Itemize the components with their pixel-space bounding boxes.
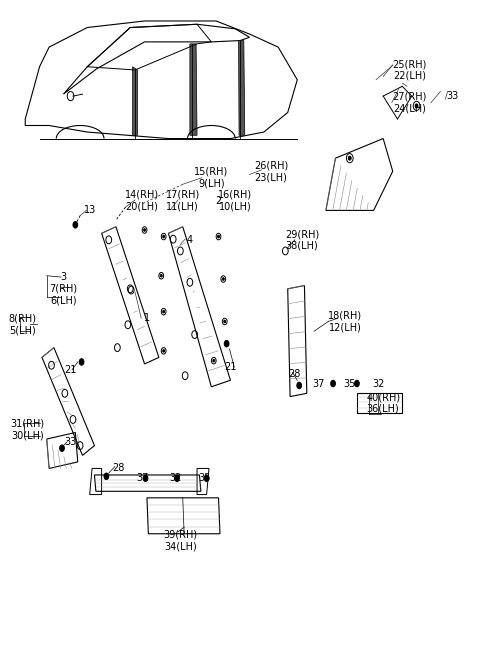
- Text: 33: 33: [446, 91, 458, 101]
- Text: 28: 28: [288, 369, 301, 379]
- Text: 32: 32: [372, 379, 384, 388]
- Circle shape: [144, 229, 145, 232]
- Circle shape: [297, 382, 301, 389]
- Text: 28: 28: [112, 463, 124, 474]
- Text: 39(RH)
34(LH): 39(RH) 34(LH): [163, 529, 197, 551]
- Circle shape: [60, 445, 64, 451]
- Circle shape: [217, 236, 219, 238]
- Circle shape: [224, 340, 229, 347]
- Circle shape: [73, 222, 78, 228]
- Circle shape: [143, 475, 148, 482]
- Circle shape: [79, 359, 84, 365]
- Text: 26(RH)
23(LH): 26(RH) 23(LH): [254, 161, 288, 182]
- Text: 35: 35: [198, 473, 210, 483]
- Text: 32: 32: [169, 473, 182, 483]
- Text: 31(RH)
30(LH): 31(RH) 30(LH): [11, 419, 45, 440]
- Text: 13: 13: [84, 205, 96, 215]
- Circle shape: [163, 310, 165, 313]
- Circle shape: [224, 320, 226, 323]
- Text: 37: 37: [312, 379, 325, 388]
- Circle shape: [331, 380, 336, 387]
- Circle shape: [348, 156, 351, 160]
- Circle shape: [160, 274, 162, 277]
- Text: 29(RH)
38(LH): 29(RH) 38(LH): [285, 229, 319, 251]
- Text: 21: 21: [64, 365, 77, 375]
- Text: 4: 4: [187, 235, 193, 245]
- Text: 37: 37: [136, 473, 148, 483]
- Text: 33: 33: [64, 438, 77, 447]
- Text: 8(RH)
5(LH): 8(RH) 5(LH): [9, 314, 37, 335]
- Circle shape: [175, 475, 180, 482]
- Circle shape: [163, 350, 165, 352]
- Circle shape: [355, 380, 360, 387]
- Text: 17(RH)
11(LH): 17(RH) 11(LH): [166, 190, 200, 211]
- Text: 2: 2: [216, 195, 222, 205]
- Text: 14(RH)
20(LH): 14(RH) 20(LH): [125, 190, 159, 211]
- Text: 35: 35: [344, 379, 356, 388]
- Text: 21: 21: [224, 362, 237, 372]
- Text: 27(RH)
24(LH): 27(RH) 24(LH): [392, 92, 427, 113]
- Text: 15(RH)
9(LH): 15(RH) 9(LH): [194, 167, 228, 188]
- Text: 1: 1: [144, 313, 150, 323]
- Polygon shape: [132, 67, 137, 135]
- Text: 25(RH)
22(LH): 25(RH) 22(LH): [392, 59, 427, 81]
- Text: 40(RH)
36(LH): 40(RH) 36(LH): [366, 392, 400, 414]
- Circle shape: [163, 236, 165, 238]
- Polygon shape: [190, 44, 197, 135]
- Polygon shape: [239, 41, 245, 135]
- Circle shape: [415, 104, 418, 108]
- Circle shape: [104, 473, 109, 480]
- Text: 3
7(RH)
6(LH): 3 7(RH) 6(LH): [49, 272, 77, 306]
- Text: 16(RH)
10(LH): 16(RH) 10(LH): [218, 190, 252, 211]
- Circle shape: [213, 359, 215, 362]
- Text: 18(RH)
12(LH): 18(RH) 12(LH): [328, 311, 362, 333]
- Circle shape: [222, 277, 224, 280]
- Circle shape: [204, 475, 209, 482]
